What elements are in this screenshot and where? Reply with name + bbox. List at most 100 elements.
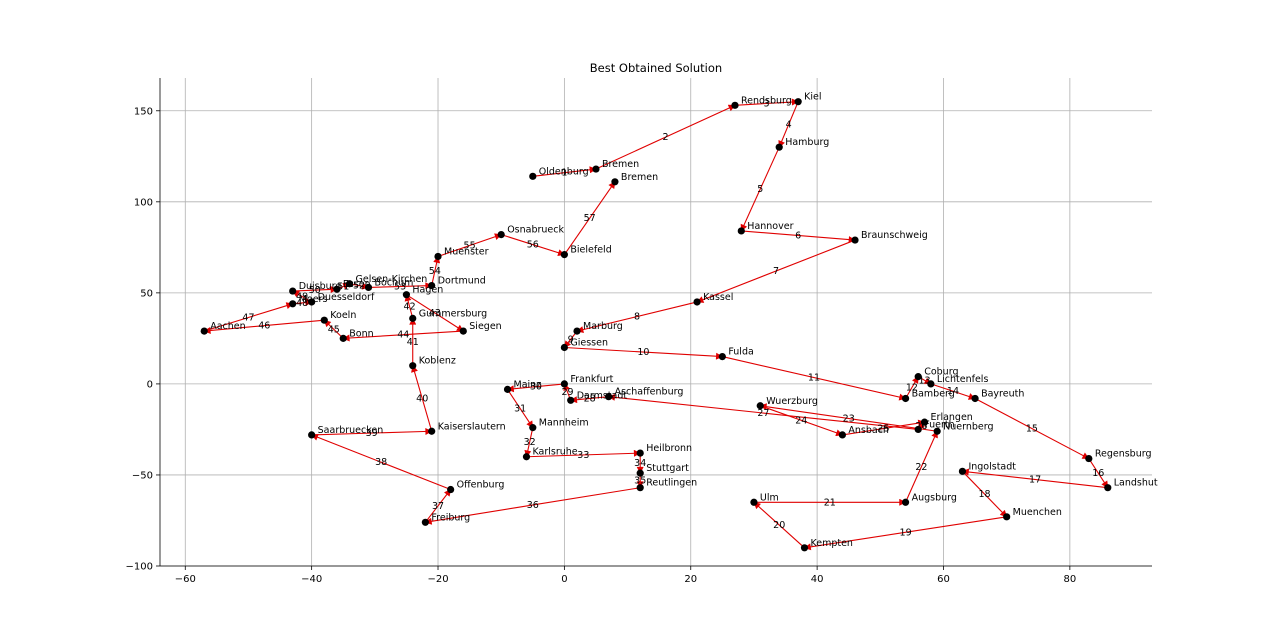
city-point — [611, 178, 619, 186]
city-point — [364, 283, 373, 292]
x-tick-label: −60 — [175, 574, 196, 585]
x-tick-label: −20 — [427, 574, 448, 585]
edge-label: 36 — [527, 500, 539, 511]
edge-label: 3 — [764, 98, 770, 109]
edge-label: 28 — [584, 393, 596, 404]
edge-label: 38 — [375, 457, 387, 468]
city-label: Lichtenfels — [937, 374, 989, 385]
route-edge — [437, 233, 502, 257]
city-point — [497, 230, 505, 239]
city-label: Oldenburg — [539, 166, 589, 177]
city-label: Moers — [299, 294, 328, 305]
edge-label: 20 — [773, 520, 785, 531]
city-point — [927, 380, 935, 388]
edge-label: 56 — [527, 240, 539, 251]
route-edge — [607, 393, 919, 430]
city-point — [636, 469, 644, 477]
route-edge — [526, 449, 641, 458]
route-edge — [368, 282, 433, 290]
city-point — [560, 380, 568, 388]
route-edge — [905, 430, 938, 503]
route-edge — [431, 255, 441, 286]
city-label: Ulm — [760, 492, 779, 503]
route-edge — [203, 319, 325, 335]
city-label: Hamburg — [785, 137, 829, 148]
city-label: Reutlingen — [646, 478, 697, 489]
city-label: Hagen — [412, 285, 443, 296]
route-edge — [404, 294, 414, 319]
city-point — [838, 431, 846, 439]
city-label: Muenster — [444, 246, 489, 257]
route-edge — [310, 433, 451, 491]
edge-label: 29 — [561, 387, 573, 398]
route-edge — [1088, 458, 1109, 489]
city-label: Marburg — [583, 321, 623, 332]
edge-label: 31 — [514, 403, 526, 414]
city-label: Darmstadt — [577, 390, 628, 401]
city-point — [560, 251, 568, 259]
city-point — [901, 498, 910, 506]
route-edge — [570, 396, 609, 404]
city-point — [447, 485, 455, 494]
edge-label: 17 — [1029, 475, 1041, 486]
route-edge — [696, 239, 856, 303]
city-point — [434, 252, 442, 261]
city-label: Aschaffenburg — [615, 387, 684, 398]
x-tick-label: 0 — [561, 574, 567, 585]
edge-label: 35 — [634, 475, 646, 486]
city-label: Mainz — [514, 379, 542, 390]
city-label: Kaiserslautern — [438, 421, 506, 432]
edge-label: 45 — [328, 324, 340, 335]
x-tick-label: 20 — [684, 574, 697, 585]
route-edge — [961, 468, 1108, 489]
route-edge — [734, 98, 799, 106]
city-label: Kiel — [804, 92, 821, 103]
city-label: Koblenz — [419, 356, 456, 367]
city-point — [428, 427, 436, 435]
edge-label: 23 — [843, 414, 855, 425]
city-label: Saarbruecken — [318, 425, 384, 436]
city-label: Dortmund — [438, 276, 486, 287]
route-edge — [501, 234, 566, 257]
city-label: Giessen — [570, 337, 608, 348]
city-label: Offenburg — [457, 480, 505, 491]
edge-label: 51 — [337, 281, 349, 292]
city-label: Osnabrueck — [507, 225, 564, 236]
city-label: Kempten — [810, 538, 852, 549]
city-label: Essen — [343, 279, 371, 290]
city-point — [636, 484, 644, 492]
edge-label: 18 — [979, 489, 991, 500]
city-label: Hannover — [747, 221, 793, 232]
edge-label: 10 — [637, 347, 649, 358]
city-label: Siegen — [469, 321, 501, 332]
route-edge — [760, 405, 844, 437]
city-label: Bielefeld — [570, 245, 611, 256]
edge-label: 14 — [947, 386, 959, 397]
route-edge — [411, 365, 433, 432]
edge-label: 54 — [429, 266, 441, 277]
route-edge — [292, 290, 312, 303]
route-edge — [204, 302, 294, 332]
city-point — [567, 396, 575, 404]
edge-label: 8 — [634, 312, 640, 323]
route-edge — [778, 101, 799, 148]
edge-label: 30 — [530, 382, 542, 393]
city-point — [573, 327, 581, 335]
city-point — [933, 427, 941, 435]
edge-label: 34 — [634, 458, 646, 469]
edge-label: 42 — [404, 302, 416, 313]
city-point — [1104, 484, 1112, 492]
route-edge — [803, 516, 1007, 551]
edge-label: 1 — [561, 168, 567, 179]
city-point — [731, 101, 739, 109]
city-label: Gummersburg — [419, 308, 487, 319]
edge-label: 27 — [757, 408, 769, 419]
city-label: Augsburg — [912, 492, 957, 503]
city-label: Bochum — [375, 277, 414, 288]
edge-label: 9 — [568, 334, 574, 345]
y-tick-label: 100 — [134, 197, 153, 208]
city-label: Stuttgart — [646, 463, 689, 474]
city-label: Bremen — [621, 172, 658, 183]
city-point — [459, 327, 467, 335]
